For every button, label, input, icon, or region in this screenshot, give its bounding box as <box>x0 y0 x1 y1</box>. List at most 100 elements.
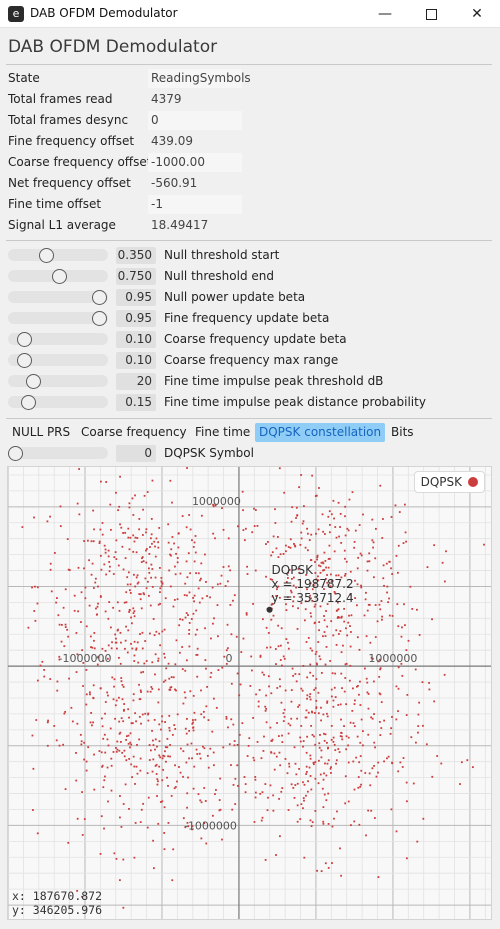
data-point <box>157 701 160 704</box>
slider-track[interactable] <box>8 333 108 345</box>
data-point <box>158 723 161 726</box>
window-title: DAB OFDM Demodulator <box>30 6 178 20</box>
data-point <box>168 714 171 717</box>
data-point <box>101 533 104 536</box>
slider-value-input[interactable]: 0.750 <box>116 268 156 285</box>
data-point <box>315 707 318 710</box>
data-point <box>284 689 287 692</box>
data-point <box>226 647 229 650</box>
dqpsk-symbol-slider[interactable] <box>8 447 108 459</box>
slider-track[interactable] <box>8 354 108 366</box>
data-point <box>242 509 244 512</box>
slider-value-input[interactable]: 0.350 <box>116 247 156 264</box>
tab-bits[interactable]: Bits <box>391 425 414 439</box>
data-point <box>161 720 163 723</box>
data-point <box>326 574 328 576</box>
data-point <box>347 736 350 739</box>
slider-row: 0.10 Coarse frequency update beta <box>0 329 500 350</box>
data-point <box>274 508 276 511</box>
data-point <box>401 626 403 629</box>
tab-fine-time[interactable]: Fine time <box>195 425 251 439</box>
slider-track[interactable] <box>8 291 108 303</box>
data-point <box>326 762 329 765</box>
slider-value-input[interactable]: 0.10 <box>116 352 156 369</box>
slider-knob[interactable] <box>16 353 32 368</box>
data-point <box>287 647 290 650</box>
data-point <box>36 586 39 589</box>
close-button[interactable]: ✕ <box>454 0 500 28</box>
maximize-button[interactable] <box>408 0 454 28</box>
data-point <box>113 556 116 559</box>
data-point <box>345 627 347 630</box>
data-point <box>93 528 95 531</box>
tab-dqpsk-constellation[interactable]: DQPSK constellation <box>255 423 386 442</box>
data-point <box>49 562 52 565</box>
data-point <box>266 809 269 812</box>
tab-coarse-frequency[interactable]: Coarse frequency <box>81 425 187 439</box>
data-point <box>259 792 262 795</box>
data-point <box>164 750 166 753</box>
data-point <box>274 522 277 524</box>
slider-value-input[interactable]: 0.95 <box>116 310 156 327</box>
slider-track[interactable] <box>8 375 108 387</box>
data-point <box>81 895 83 898</box>
data-point <box>405 857 408 860</box>
data-point <box>326 700 329 703</box>
slider-value-input[interactable]: 0.15 <box>116 394 156 411</box>
data-point <box>149 749 152 752</box>
data-point <box>397 710 399 713</box>
data-point <box>143 593 146 596</box>
data-point <box>116 740 119 743</box>
data-point <box>76 722 79 725</box>
slider-knob[interactable] <box>52 269 67 284</box>
data-point <box>364 598 367 601</box>
slider-knob[interactable] <box>16 332 32 347</box>
slider-knob[interactable] <box>91 290 107 305</box>
data-point <box>135 551 138 554</box>
data-point <box>96 605 99 608</box>
slider-knob[interactable] <box>21 395 37 410</box>
data-point <box>58 623 61 626</box>
dqpsk-symbol-slider-row: 0 DQPSK Symbol <box>0 443 500 464</box>
y-tick-label: -1000000 <box>184 819 237 832</box>
data-point <box>113 852 116 855</box>
slider-knob[interactable] <box>38 248 54 263</box>
slider-knob[interactable] <box>8 446 23 461</box>
data-point <box>203 747 206 750</box>
data-point <box>178 624 181 627</box>
data-point <box>320 561 323 564</box>
data-point <box>345 748 348 751</box>
data-point <box>159 644 162 647</box>
slider-track[interactable] <box>8 249 108 261</box>
close-icon: ✕ <box>471 6 483 22</box>
data-point <box>154 673 156 676</box>
data-point <box>190 618 193 620</box>
slider-knob[interactable] <box>25 374 41 389</box>
tab-null-prs[interactable]: NULL PRS <box>12 425 71 439</box>
slider-value-input[interactable]: 20 <box>116 373 156 390</box>
cursor-x-value: 187670.872 <box>32 889 103 903</box>
data-point <box>401 766 404 768</box>
data-point <box>417 731 419 734</box>
slider-knob[interactable] <box>91 311 107 326</box>
dqpsk-constellation-plot[interactable]: -1000000 0 1000000 -1000000 1000000 DQPSK x = … <box>7 466 492 920</box>
dqpsk-symbol-value[interactable]: 0 <box>116 445 156 462</box>
data-point <box>258 689 261 691</box>
data-point <box>168 729 171 732</box>
data-point <box>296 514 298 517</box>
chart-legend[interactable]: DQPSK <box>413 471 485 493</box>
data-point <box>119 731 122 734</box>
slider-track[interactable] <box>8 312 108 324</box>
data-point <box>230 682 233 685</box>
minimize-button[interactable]: — <box>362 0 408 28</box>
data-point <box>256 741 259 743</box>
data-point <box>226 623 229 626</box>
slider-value-input[interactable]: 0.10 <box>116 331 156 348</box>
data-point <box>113 685 115 688</box>
data-point <box>379 608 382 611</box>
data-point <box>107 694 109 697</box>
data-point <box>277 645 280 648</box>
data-point <box>428 682 430 684</box>
slider-value-input[interactable]: 0.95 <box>116 289 156 306</box>
